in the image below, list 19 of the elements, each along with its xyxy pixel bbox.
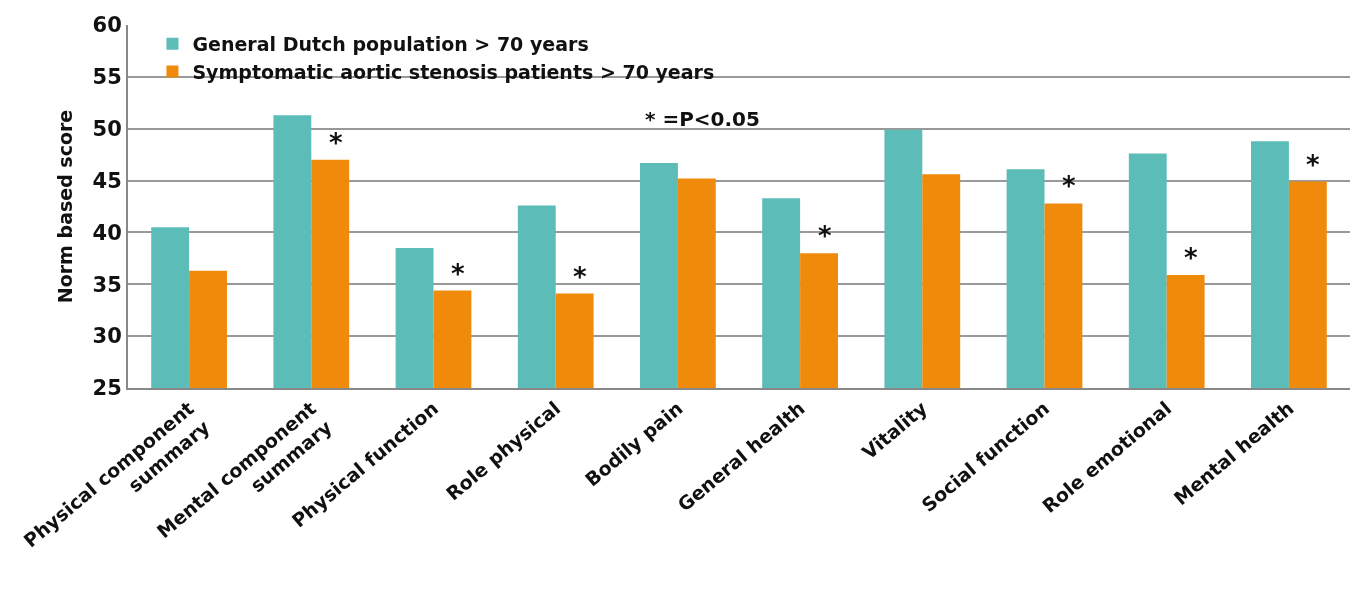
annotation: * <box>1306 150 1320 180</box>
y-tick-label: 55 <box>92 65 122 90</box>
y-tick-label: 35 <box>92 272 122 297</box>
annotation: * <box>329 128 343 158</box>
annotation: * <box>1062 171 1076 201</box>
annotation: * <box>818 221 832 251</box>
legend-label: Symptomatic aortic stenosis patients > 70 years <box>192 60 715 83</box>
annotation: * <box>573 262 587 292</box>
y-tick-label: 60 <box>92 13 122 38</box>
y-tick-label: 45 <box>92 168 122 193</box>
annotation: * <box>451 259 465 289</box>
y-axis-title: Norm based score <box>53 109 76 304</box>
y-tick-label: 25 <box>92 376 122 401</box>
y-tick-label: 40 <box>92 220 122 245</box>
y-tick-label: 30 <box>92 324 122 349</box>
annotation: * =P<0.05 <box>645 107 760 131</box>
legend-label: General Dutch population > 70 years <box>192 33 589 56</box>
annotation: * <box>1184 243 1198 273</box>
y-tick-label: 50 <box>92 117 122 142</box>
